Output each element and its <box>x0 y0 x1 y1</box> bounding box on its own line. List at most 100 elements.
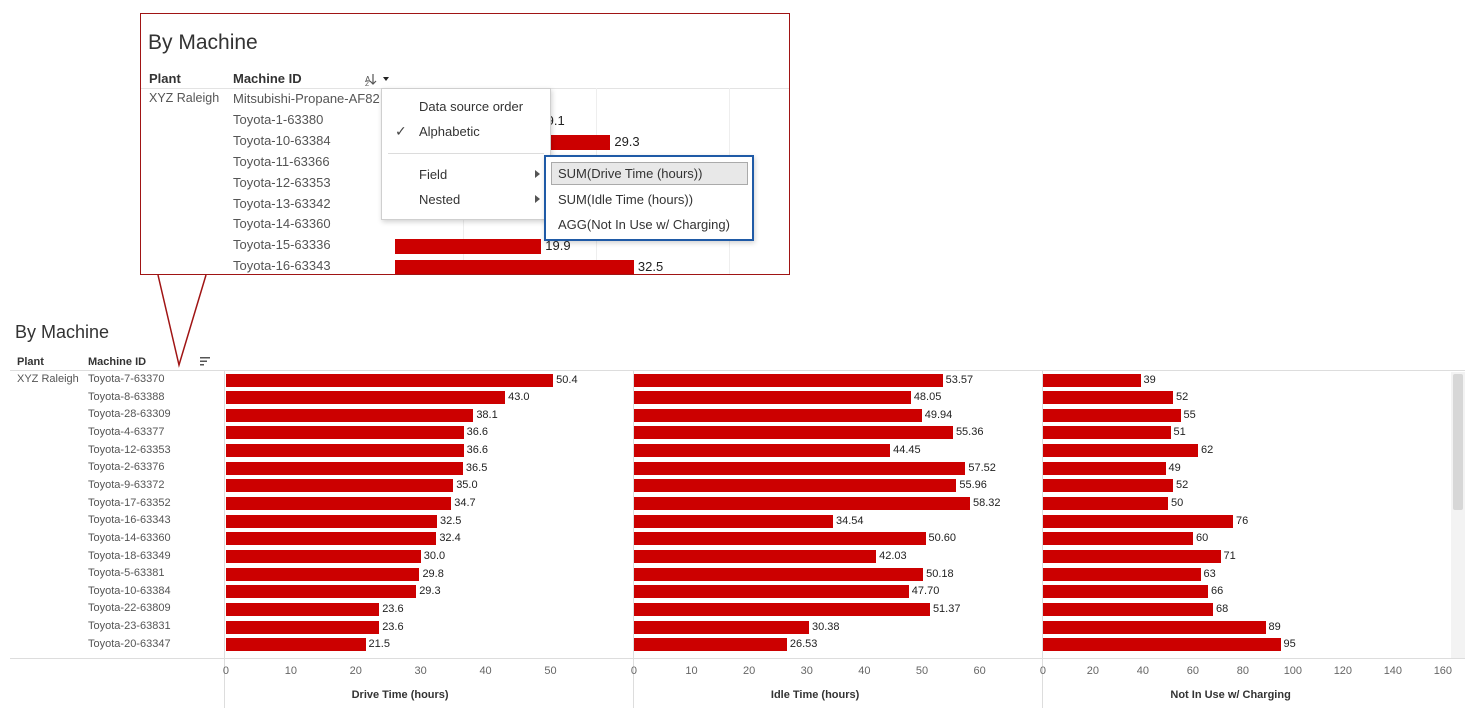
bar-value-label: 38.1 <box>476 408 498 421</box>
bar-2[interactable] <box>1043 408 1181 422</box>
bar-1[interactable] <box>634 567 924 581</box>
bar-1[interactable] <box>634 602 930 616</box>
bar-2[interactable] <box>1043 461 1166 475</box>
submenu-item-drive-time[interactable]: SUM(Drive Time (hours)) <box>558 166 703 181</box>
callout-bar[interactable] <box>395 260 634 274</box>
bar-value-label: 30.38 <box>812 620 840 633</box>
bar-1[interactable] <box>634 550 877 563</box>
sort-icon[interactable] <box>199 356 211 367</box>
bar-2[interactable] <box>1043 550 1221 563</box>
menu-item-nested[interactable]: Nested <box>419 192 461 207</box>
bar-2[interactable] <box>1043 638 1281 652</box>
bar-2[interactable] <box>1043 602 1213 616</box>
bar-0[interactable] <box>226 497 452 511</box>
bar-0[interactable] <box>226 373 554 387</box>
callout-machine-label: Toyota-14-63360 <box>233 216 331 232</box>
axis-tick-label: 50 <box>915 665 929 677</box>
bar-0[interactable] <box>226 479 454 493</box>
bar-value-label: 36.5 <box>465 461 488 474</box>
bar-0[interactable] <box>226 638 366 652</box>
bar-value-label: 60 <box>1196 532 1209 545</box>
bar-1[interactable] <box>634 638 787 652</box>
bar-0[interactable] <box>226 514 437 528</box>
menu-item-field[interactable]: Field <box>419 167 448 182</box>
bar-0[interactable] <box>226 585 417 599</box>
bar-0[interactable] <box>226 532 437 546</box>
bar-0[interactable] <box>226 461 463 475</box>
bar-2[interactable] <box>1043 497 1168 511</box>
bar-0[interactable] <box>226 620 380 634</box>
sort-az-icon[interactable]: A Z <box>365 72 395 86</box>
bar-2[interactable] <box>1043 479 1173 493</box>
submenu-item-idle-time[interactable]: SUM(Idle Time (hours)) <box>558 192 694 207</box>
bar-2[interactable] <box>1043 391 1173 405</box>
bar-1[interactable] <box>634 408 922 422</box>
bar-value-label: 57.52 <box>968 461 996 474</box>
bar-1[interactable] <box>634 444 891 458</box>
bar-1[interactable] <box>634 585 909 599</box>
plant-label: XYZ Raleigh <box>17 373 79 385</box>
bar-value-label: 55 <box>1183 408 1196 421</box>
callout-machine-label: Toyota-1-63380 <box>233 111 324 127</box>
callout-bar-value: 19.9 <box>545 238 571 254</box>
bar-value-label: 36.6 <box>466 444 488 457</box>
bar-2[interactable] <box>1043 514 1233 528</box>
axis-tick-label: 10 <box>284 665 297 677</box>
machine-label: Toyota-8-63388 <box>88 390 165 403</box>
machine-label: Toyota-22-63809 <box>88 602 171 615</box>
bar-value-label: 32.5 <box>439 514 462 527</box>
callout-bar[interactable] <box>395 239 542 255</box>
bar-1[interactable] <box>634 620 810 634</box>
bar-1[interactable] <box>634 426 953 440</box>
bar-value-label: 52 <box>1176 479 1189 492</box>
bar-2[interactable] <box>1043 426 1171 440</box>
bar-value-label: 47.70 <box>911 585 940 598</box>
bar-2[interactable] <box>1043 444 1198 458</box>
axis-tick-label: 80 <box>1236 665 1250 677</box>
axis-tick-label: 120 <box>1333 665 1353 677</box>
callout-machine-label: Toyota-11-63366 <box>233 153 330 169</box>
bar-0[interactable] <box>226 426 464 440</box>
bar-0[interactable] <box>226 408 474 422</box>
bar-1[interactable] <box>634 497 970 511</box>
axis-title: Idle Time (hours) <box>770 689 860 701</box>
axis-tick-label: 40 <box>479 665 492 677</box>
bar-1[interactable] <box>634 479 957 493</box>
machine-label: Toyota-4-63377 <box>88 425 165 438</box>
bar-value-label: 23.6 <box>382 620 404 633</box>
callout-header-plant: Plant <box>149 71 181 86</box>
bar-1[interactable] <box>634 532 926 546</box>
bar-1[interactable] <box>634 373 943 387</box>
scrollbar-thumb[interactable] <box>1453 374 1463 510</box>
header-plant: Plant <box>17 356 44 368</box>
bar-value-label: 49.94 <box>924 408 953 421</box>
bar-2[interactable] <box>1043 620 1266 634</box>
sort-menu: Data source order ✓ Alphabetic Field Nes… <box>381 88 551 220</box>
bar-1[interactable] <box>634 461 966 475</box>
axis-tick-label: 160 <box>1433 665 1453 677</box>
chevron-right-icon <box>535 195 540 203</box>
bar-value-label: 66 <box>1211 585 1224 598</box>
bar-0[interactable] <box>226 602 380 616</box>
bar-1[interactable] <box>634 514 833 528</box>
callout-title: By Machine <box>148 31 258 54</box>
svg-text:Z: Z <box>365 81 369 86</box>
bar-0[interactable] <box>226 550 421 563</box>
bar-2[interactable] <box>1043 532 1193 546</box>
submenu-item-not-in-use[interactable]: AGG(Not In Use w/ Charging) <box>558 217 730 232</box>
bar-2[interactable] <box>1043 585 1208 599</box>
bar-2[interactable] <box>1043 373 1141 387</box>
bar-2[interactable] <box>1043 567 1201 581</box>
bar-0[interactable] <box>226 567 420 581</box>
bar-value-label: 76 <box>1236 514 1249 527</box>
bar-0[interactable] <box>226 391 506 405</box>
bar-0[interactable] <box>226 444 464 458</box>
menu-item-data-source-order[interactable]: Data source order <box>419 99 524 114</box>
axis-tick-label: 40 <box>858 665 871 677</box>
bar-value-label: 29.3 <box>419 585 441 598</box>
bar-value-label: 50.60 <box>928 532 957 545</box>
field-submenu: SUM(Drive Time (hours)) SUM(Idle Time (h… <box>544 155 754 241</box>
menu-item-alphabetic[interactable]: Alphabetic <box>419 124 480 139</box>
bar-1[interactable] <box>634 391 911 405</box>
machine-label: Toyota-16-63343 <box>88 514 171 527</box>
